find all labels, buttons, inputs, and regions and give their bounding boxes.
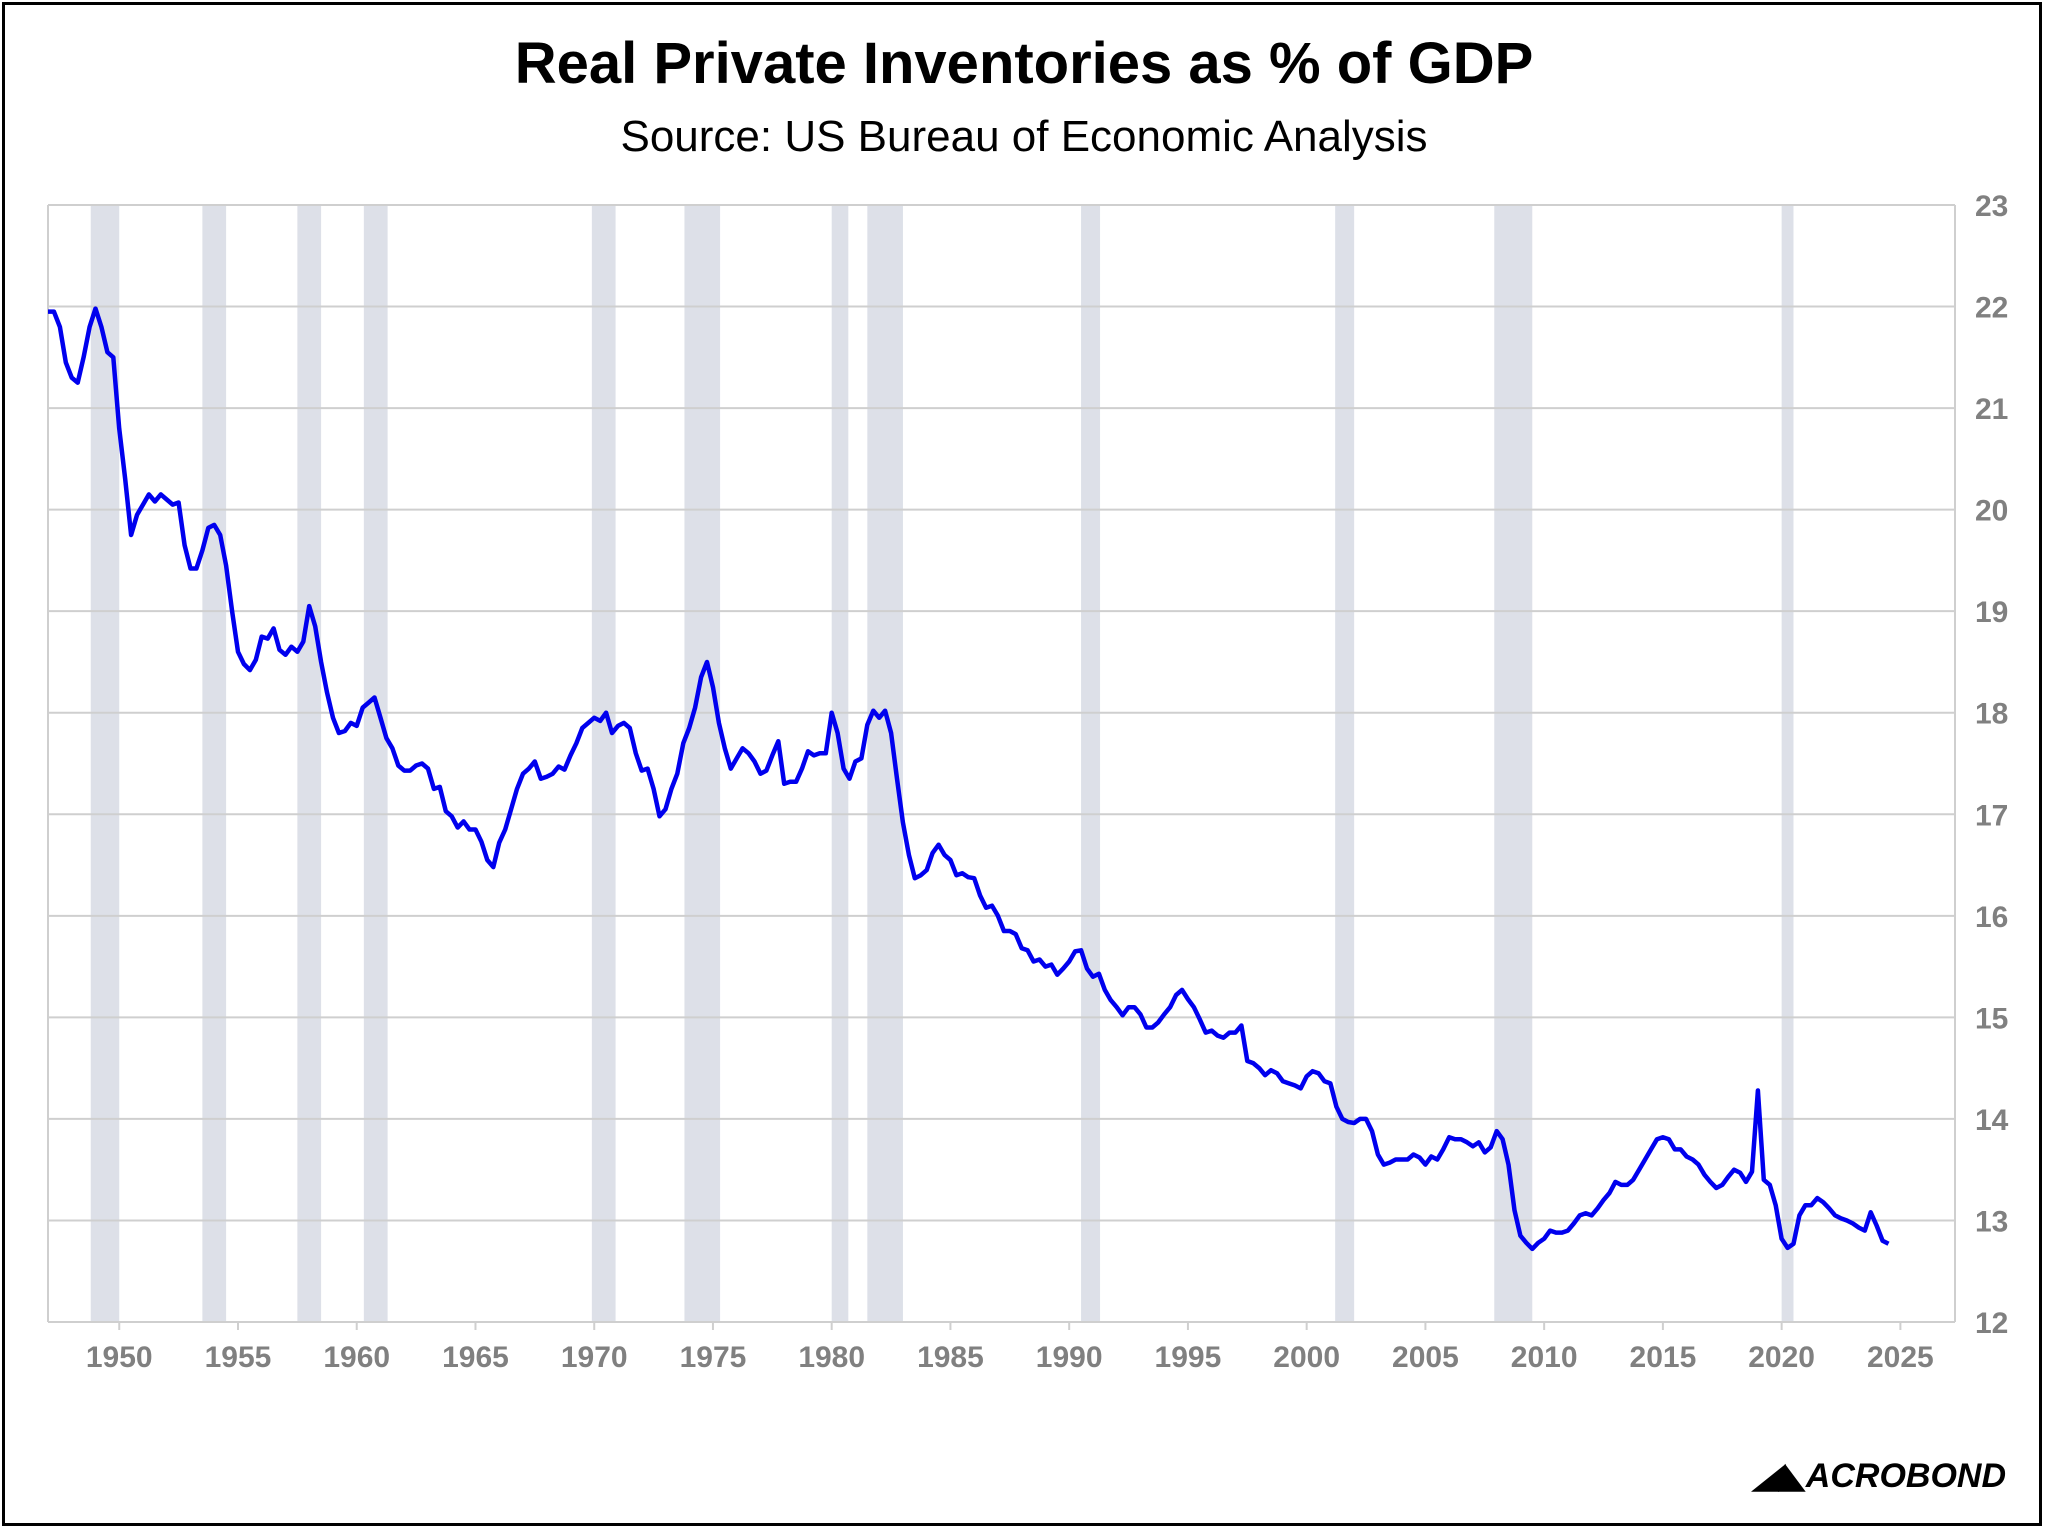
chart-title: Real Private Inventories as % of GDP — [514, 31, 1534, 96]
x-tick-label: 1960 — [323, 1341, 390, 1374]
recession-band — [1781, 205, 1794, 1322]
x-tick-label: 2020 — [1748, 1341, 1815, 1374]
chart-subtitle: Source: US Bureau of Economic Analysis — [620, 112, 1428, 161]
recession-band — [1081, 205, 1101, 1322]
logo-mark: ◢◣ — [1753, 1457, 1806, 1495]
x-tick-label: 1975 — [680, 1341, 747, 1374]
recession-band — [363, 205, 388, 1322]
recession-band — [684, 205, 721, 1322]
macrobond-logo: ◢◣ACROBOND — [1753, 1457, 2006, 1495]
y-tick-label: 16 — [1975, 901, 2008, 934]
y-tick-label: 18 — [1975, 698, 2008, 731]
recession-band — [297, 205, 322, 1322]
y-tick-label: 13 — [1975, 1205, 2008, 1238]
y-tick-label: 15 — [1975, 1002, 2008, 1035]
x-tick-label: 1970 — [561, 1341, 628, 1374]
x-tick-label: 1950 — [86, 1341, 153, 1374]
recession-band — [1335, 205, 1355, 1322]
recession-band — [867, 205, 903, 1322]
y-tick-label: 22 — [1975, 292, 2008, 325]
recession-band — [202, 205, 227, 1322]
x-tick-label: 1980 — [798, 1341, 865, 1374]
x-tick-label: 2010 — [1511, 1341, 1578, 1374]
y-tick-label: 12 — [1975, 1307, 2008, 1340]
y-tick-label: 14 — [1975, 1104, 2009, 1137]
recession-band — [831, 205, 849, 1322]
x-tick-label: 1955 — [205, 1341, 272, 1374]
x-tick-label: 2005 — [1392, 1341, 1459, 1374]
x-tick-label: 2025 — [1867, 1341, 1934, 1374]
y-tick-label: 19 — [1975, 596, 2008, 629]
x-tick-label: 1995 — [1155, 1341, 1222, 1374]
series-line — [48, 306, 1890, 1252]
x-tick-label: 2015 — [1630, 1341, 1697, 1374]
recession-band — [591, 205, 616, 1322]
recession-band — [1494, 205, 1533, 1322]
y-tick-label: 17 — [1975, 799, 2008, 832]
x-tick-label: 1985 — [917, 1341, 984, 1374]
y-tick-label: 21 — [1975, 393, 2008, 426]
y-tick-label: 23 — [1975, 190, 2008, 223]
x-tick-label: 2000 — [1273, 1341, 1340, 1374]
x-tick-label: 1990 — [1036, 1341, 1103, 1374]
x-tick-label: 1965 — [442, 1341, 509, 1374]
y-tick-label: 20 — [1975, 495, 2008, 528]
